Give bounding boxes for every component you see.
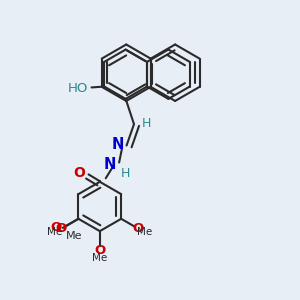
Text: O: O xyxy=(50,221,62,234)
Text: HO: HO xyxy=(68,82,88,94)
Text: O: O xyxy=(133,222,144,235)
Text: Me: Me xyxy=(47,227,62,238)
Text: H: H xyxy=(141,117,151,130)
Text: Me: Me xyxy=(92,254,107,263)
Text: H: H xyxy=(121,167,130,180)
Text: Me: Me xyxy=(66,231,82,241)
Text: N: N xyxy=(111,136,124,152)
Text: N: N xyxy=(104,158,116,172)
Text: O: O xyxy=(94,244,105,257)
Text: Me: Me xyxy=(137,227,152,238)
Text: O: O xyxy=(74,166,85,180)
Text: O: O xyxy=(56,222,67,235)
